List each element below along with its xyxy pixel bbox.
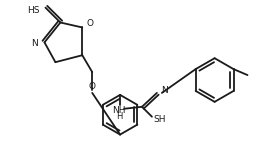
Text: NH: NH [112, 106, 126, 115]
Text: HS: HS [27, 6, 40, 15]
Text: N: N [31, 39, 38, 48]
Text: H: H [116, 112, 122, 121]
Text: O: O [89, 82, 96, 91]
Text: O: O [87, 19, 94, 28]
Text: N: N [161, 86, 168, 95]
Text: SH: SH [154, 115, 166, 124]
